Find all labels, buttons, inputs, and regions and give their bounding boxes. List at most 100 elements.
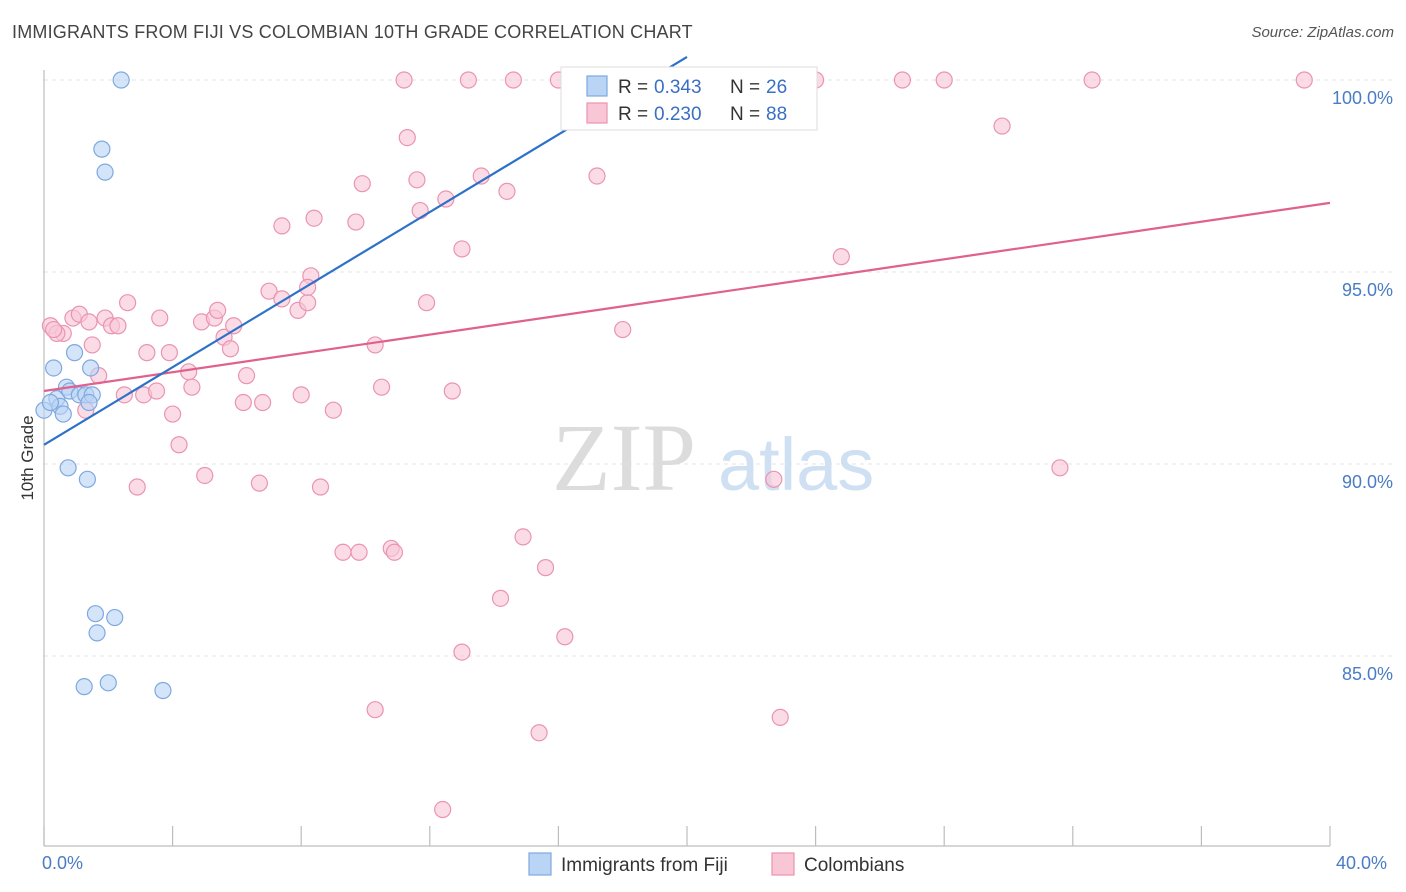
- fiji-point-0: [112, 71, 130, 89]
- colombians-point-73: [250, 474, 269, 492]
- colombians-point-10: [1083, 71, 1101, 89]
- colombians-point-86: [453, 643, 471, 661]
- colombians-point-66: [324, 401, 342, 419]
- y-tick-label-95: 95.0%: [1342, 280, 1393, 300]
- colombians-point-87: [366, 701, 384, 719]
- y-tick-labels: 85.0% 90.0% 95.0% 100.0%: [1332, 88, 1393, 684]
- watermark: ZIP atlas: [552, 404, 874, 511]
- colombians-point-42: [151, 309, 169, 327]
- fiji-point-19: [106, 608, 124, 627]
- colombians-point-72: [196, 466, 214, 485]
- colombians-point-79: [334, 543, 352, 561]
- colombians-point-15: [408, 171, 426, 189]
- colombians-point-54: [366, 336, 384, 354]
- colombians-point-2: [504, 71, 522, 89]
- fiji-point-9: [65, 344, 84, 362]
- colombians-point-61: [147, 382, 166, 400]
- series-legend: Immigrants from Fiji Colombians: [528, 852, 904, 876]
- fiji-point-22: [154, 681, 172, 700]
- fiji-point-18: [88, 624, 106, 642]
- colombians-point-8: [893, 71, 912, 89]
- colombians-point-74: [128, 478, 146, 496]
- colombians-point-18: [588, 167, 606, 185]
- y-tick-label-90: 90.0%: [1342, 472, 1393, 492]
- colombians-point-63: [234, 393, 252, 412]
- fiji-point-17: [86, 605, 105, 623]
- colombians-point-49: [45, 320, 63, 339]
- y-tick-label-100: 100.0%: [1332, 88, 1393, 108]
- colombians-point-1: [459, 71, 477, 89]
- watermark-zip: ZIP: [552, 404, 696, 511]
- series-legend-fiji-swatch: [528, 852, 552, 876]
- fiji-point-16: [78, 470, 97, 488]
- colombians-point-71: [170, 436, 188, 454]
- colombians-point-67: [372, 378, 391, 396]
- colombians-point-25: [832, 248, 850, 266]
- colombians-point-75: [311, 478, 330, 496]
- source-credit: Source: ZipAtlas.com: [1251, 24, 1394, 41]
- colombians-point-77: [1051, 459, 1069, 477]
- colombians-trend-line: [43, 201, 1331, 393]
- colombians-point-64: [254, 393, 272, 412]
- colombians-point-83: [536, 559, 555, 577]
- y-axis-title: 10th Grade: [18, 415, 37, 500]
- colombians-point-17: [498, 182, 516, 200]
- colombians-point-70: [164, 405, 182, 423]
- colombians-point-85: [556, 628, 574, 646]
- colombians-point-31: [417, 294, 436, 312]
- legend-fiji-r-label: R =: [618, 77, 648, 98]
- series-legend-colombians-swatch: [771, 852, 795, 876]
- colombians-point-38: [80, 313, 98, 331]
- fiji-point-8: [54, 405, 72, 423]
- colombians-point-84: [491, 589, 510, 607]
- fiji-point-15: [59, 459, 77, 477]
- x-tick-label-min: 0.0%: [42, 853, 83, 873]
- colombians-point-23: [273, 217, 291, 235]
- colombians-point-55: [614, 320, 632, 339]
- colombians-point-33: [118, 294, 137, 312]
- colombians-point-24: [453, 240, 471, 258]
- legend-col-r-value: 0.230: [654, 104, 702, 125]
- colombians-point-89: [771, 708, 789, 726]
- stats-legend: R = 0.343 N = 26 R = 0.230 N = 88: [560, 66, 818, 131]
- fiji-point-12: [82, 359, 100, 377]
- colombians-point-0: [395, 71, 413, 89]
- colombians-point-20: [437, 190, 455, 208]
- fiji-point-21: [99, 674, 117, 692]
- fiji-points: [35, 71, 632, 700]
- colombians-point-82: [385, 543, 404, 561]
- colombians-point-52: [160, 344, 178, 362]
- legend-fiji-swatch: [586, 75, 608, 97]
- colombians-point-51: [138, 344, 156, 362]
- colombians-point-88: [530, 724, 548, 742]
- watermark-atlas: atlas: [718, 423, 874, 506]
- colombians-points: [41, 71, 1313, 819]
- legend-colombians-swatch: [586, 102, 608, 124]
- series-legend-fiji-label: Immigrants from Fiji: [561, 855, 728, 876]
- colombians-point-65: [292, 386, 310, 404]
- colombians-point-50: [83, 336, 101, 354]
- colombians-point-45: [209, 301, 227, 319]
- colombians-point-90: [434, 800, 452, 819]
- fiji-point-3: [45, 359, 63, 377]
- colombians-point-19: [411, 201, 429, 220]
- colombians-point-57: [180, 363, 198, 381]
- colombians-point-9: [935, 71, 953, 89]
- colombians-point-30: [299, 294, 317, 312]
- y-tick-label-85: 85.0%: [1342, 664, 1393, 684]
- legend-fiji-n-label: N =: [730, 77, 760, 98]
- colombians-point-78: [514, 528, 532, 546]
- colombians-point-14: [353, 175, 371, 193]
- colombians-point-62: [183, 378, 201, 396]
- fiji-point-2: [96, 163, 114, 181]
- colombians-point-53: [221, 340, 240, 358]
- colombians-point-27: [260, 282, 278, 300]
- x-tick-label-max: 40.0%: [1336, 853, 1387, 873]
- colombians-point-58: [237, 367, 256, 385]
- legend-col-r-label: R =: [618, 104, 648, 125]
- fiji-point-20: [75, 678, 93, 696]
- colombians-point-21: [305, 209, 323, 227]
- x-axis-ticks: [43, 826, 1331, 846]
- fiji-point-24: [41, 393, 60, 412]
